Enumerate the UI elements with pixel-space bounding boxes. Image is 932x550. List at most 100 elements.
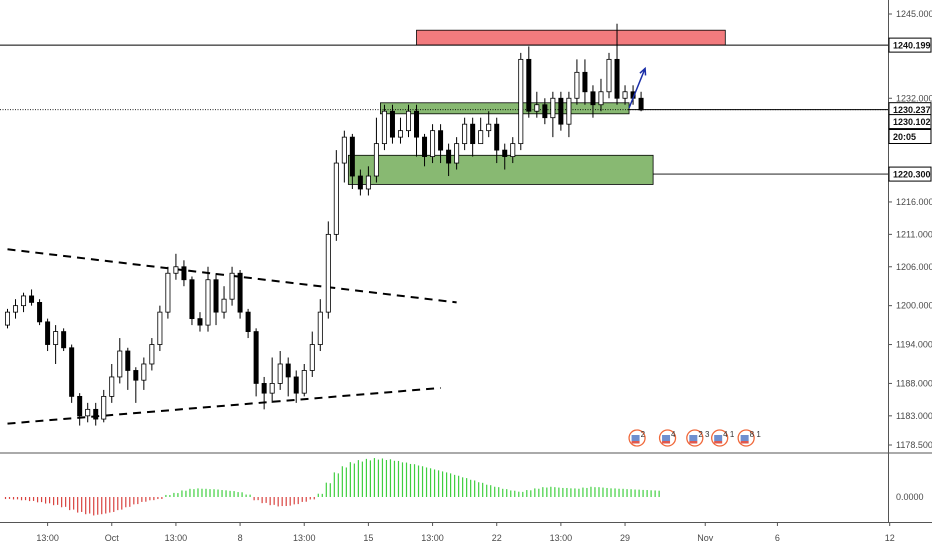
candle [478,117,484,145]
candle-body-up [165,272,171,313]
candle [526,46,532,118]
us-flag-icon [714,435,723,441]
economic-event-marker[interactable]: 2 3 [686,429,710,447]
time-axis[interactable]: 13:00 Oct 13:00 8 13:00 15 13:00 22 13:00 29 Nov 6 1… [36,522,895,543]
event-count: 2 [641,430,646,439]
price-tag[interactable]: 1240.199 [888,37,932,53]
candle-body-down [181,266,187,281]
candle [157,305,163,352]
candle-body-up [606,58,612,93]
candle-body-down [213,279,219,313]
price-axis[interactable]: 1245.000 1232.000 1216.000 1211.000 1206.000… [888,9,932,450]
candle [309,331,315,377]
candle-body-up [149,344,155,365]
us-flag-icon [689,435,698,441]
price-tick-label: 1206.000 [896,262,932,272]
price-tag-label: 1230.237 [893,105,931,115]
candle-body-down [29,295,35,303]
candle [21,292,27,313]
price-tag[interactable]: 1220.300 [888,166,932,182]
us-flag-stripe [689,441,698,444]
candle [622,85,628,105]
time-tick-label: 13:00 [165,533,188,543]
candle [13,299,19,319]
candle [149,338,155,371]
resistance-zone [416,29,726,46]
candle-body-up [341,136,347,164]
candle-body-up [13,305,19,313]
events-layer[interactable]: 2 4 2 3 4 1 8 1 [628,429,762,447]
candle-body-up [333,162,339,235]
price-tag-label: 20:05 [893,132,916,142]
candle-body-up [173,266,179,274]
candle [494,117,500,164]
candle [414,104,420,157]
candle [261,376,267,410]
candle-body-up [309,344,315,371]
candle [430,124,436,164]
price-tag-label: 1230.102 [893,117,931,127]
price-tick-label: 1216.000 [896,197,932,207]
main-price-panel[interactable] [0,0,932,523]
event-count: 8 1 [750,430,762,439]
candle-body-down [422,136,428,157]
candle-body-down [526,58,532,112]
candle-body-down [125,350,131,371]
price-tag-box [888,37,932,53]
candle-body-up [454,143,460,164]
zones-layer [347,29,726,185]
time-tick-label: 22 [492,533,502,543]
candle-body-down [494,123,500,151]
candle-body-up [277,363,283,384]
candle [582,59,588,105]
price-tag[interactable]: 1230.102 [888,114,932,130]
economic-event-marker[interactable]: 4 [658,429,677,447]
candle-body-down [133,370,139,381]
candle-body-up [518,58,524,145]
economic-event-marker[interactable]: 4 1 [711,429,735,447]
projection-arrow-head [639,66,647,76]
candle [213,273,219,326]
candle-body-up [622,91,628,99]
time-tick-label: 12 [885,533,895,543]
candle [253,328,259,397]
candle-body-down [261,383,267,394]
candle [510,137,516,164]
event-count: 4 1 [723,430,735,439]
price-tick-label: 1188.000 [896,378,932,388]
candle [606,52,612,99]
candle [77,393,83,426]
candle [181,260,187,287]
candle-body-down [582,71,588,93]
price-tag[interactable]: 20:05 [888,128,932,144]
candle-body-up [53,331,59,345]
support-zone-lower [347,154,654,185]
candle-body-up [598,91,604,106]
arrow-layer [628,66,647,109]
candle-body-down [237,272,243,313]
price-plot-area[interactable] [0,0,888,453]
economic-event-marker[interactable]: 8 1 [737,429,762,447]
candle [173,253,179,280]
candle [614,23,620,105]
candle [590,85,596,118]
candle-body-down [502,149,508,157]
price-tick-label: 1232.000 [896,93,932,103]
candle [133,367,139,403]
candle-body-up [550,97,556,119]
candle-body-up [21,295,27,307]
candle-body-up [157,311,163,345]
candle [373,117,379,183]
candle-body-up [462,123,468,145]
candle-body-down [61,331,67,349]
economic-event-marker[interactable]: 2 [628,429,646,447]
candle-body-up [5,311,10,326]
oscillator-zero-label: 0.0000 [896,492,924,502]
candle [85,402,91,423]
candle [462,117,468,151]
candle-body-up [430,130,436,157]
candle [397,117,403,144]
candle [502,143,508,170]
event-count: 2 3 [698,430,710,439]
